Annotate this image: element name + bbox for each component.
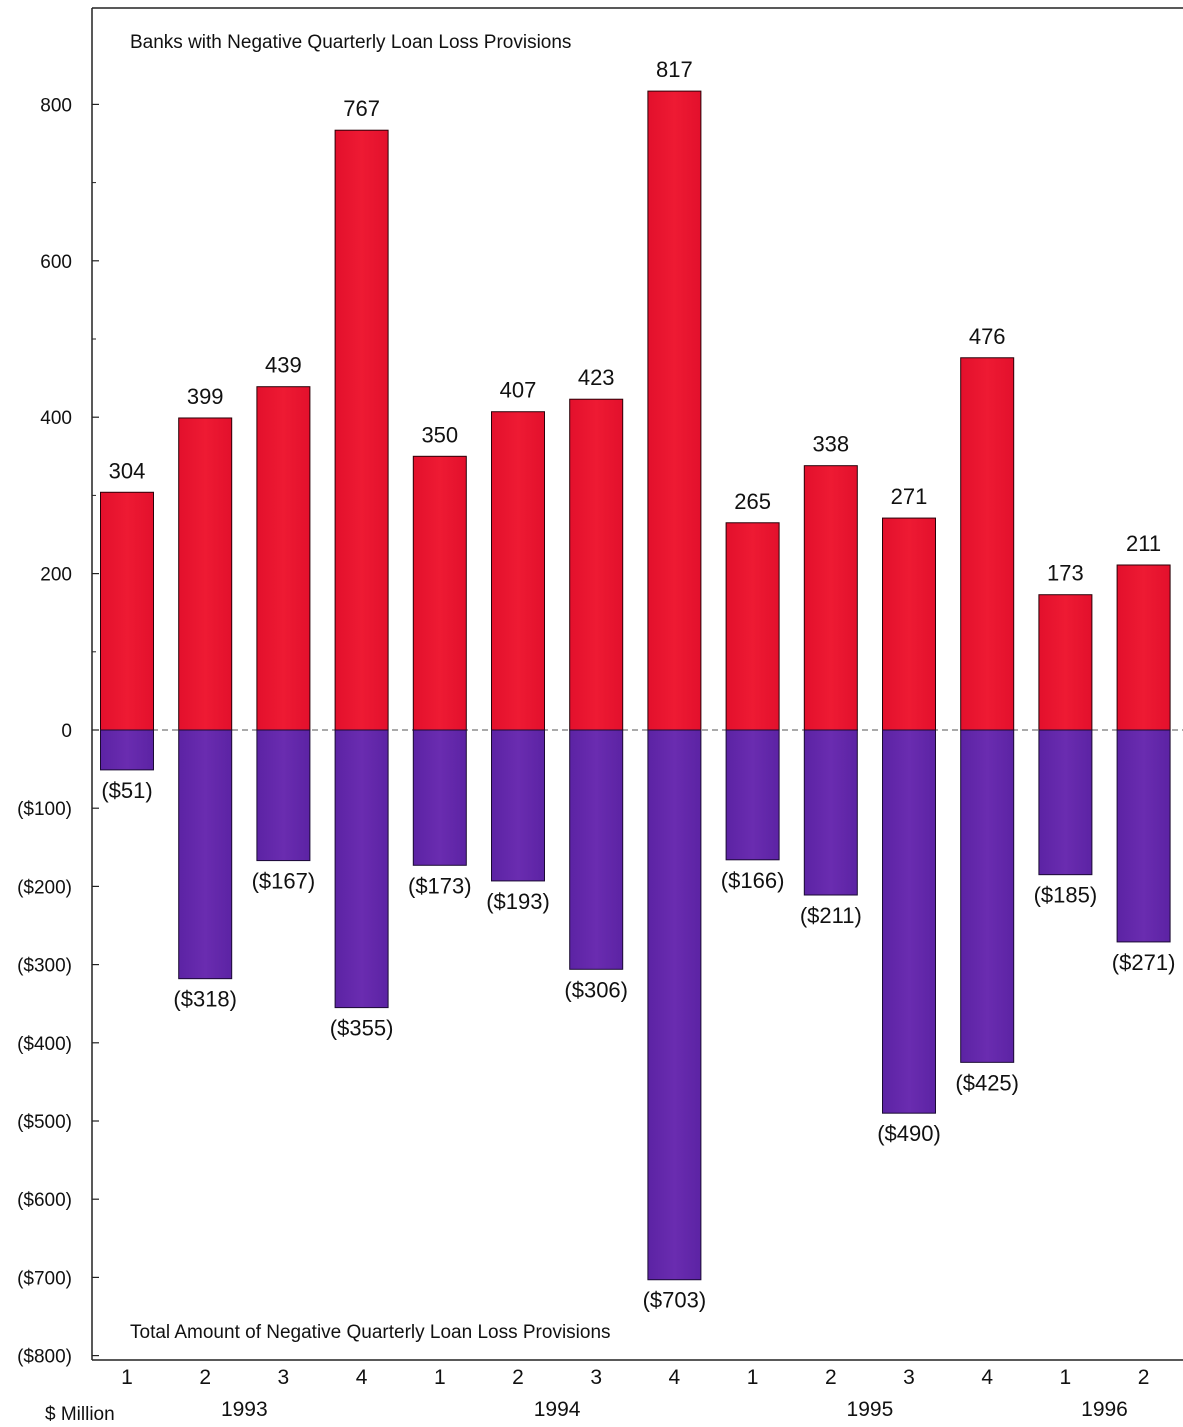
bar-banks	[100, 491, 154, 731]
x-tick-label: 3	[590, 1366, 602, 1389]
data-label-banks: 350	[421, 422, 458, 447]
data-label-banks: 173	[1047, 561, 1084, 586]
x-tick-label: 2	[1138, 1366, 1150, 1389]
bar-amount	[256, 729, 311, 862]
bar-banks	[1116, 564, 1171, 731]
data-label-amount: ($185)	[1034, 883, 1098, 908]
y-tick-label: ($500)	[17, 1112, 72, 1133]
data-label-amount: ($173)	[408, 873, 472, 898]
data-label-amount: ($703)	[643, 1288, 707, 1313]
bar-amount	[647, 729, 702, 1281]
y-tick-label: 0	[61, 721, 72, 742]
bottom-annotation: Total Amount of Negative Quarterly Loan …	[130, 1322, 611, 1343]
y-tick-label: ($100)	[17, 799, 72, 820]
y-tick-label: ($200)	[17, 877, 72, 898]
bar-banks	[334, 129, 389, 731]
data-label-amount: ($306)	[564, 977, 628, 1002]
data-label-amount: ($271)	[1112, 950, 1176, 975]
data-label-banks: 407	[500, 378, 537, 403]
data-label-amount: ($211)	[800, 903, 862, 928]
y-tick-label: 600	[40, 252, 72, 273]
bar-amount	[100, 729, 154, 771]
bar-amount	[882, 729, 936, 1114]
year-label: 1996	[1081, 1398, 1128, 1421]
x-tick-label: 2	[825, 1366, 837, 1389]
data-label-amount: ($318)	[173, 987, 237, 1012]
data-label-banks: 265	[734, 489, 771, 514]
bar-amount	[334, 729, 389, 1009]
year-label: 1993	[221, 1398, 268, 1421]
bar-amount	[725, 729, 780, 861]
x-tick-label: 2	[512, 1366, 524, 1389]
y-tick-label: 800	[40, 95, 72, 116]
y-tick-label: ($300)	[17, 956, 72, 977]
data-label-amount: ($51)	[101, 778, 152, 803]
data-label-amount: ($166)	[721, 868, 785, 893]
data-label-banks: 338	[812, 432, 849, 457]
bar-amount	[178, 729, 233, 980]
data-label-banks: 423	[578, 365, 615, 390]
bar-amount	[803, 729, 858, 896]
bar-amount	[960, 729, 1015, 1063]
data-label-banks: 817	[656, 57, 693, 82]
bar-banks	[647, 90, 702, 731]
x-tick-label: 1	[434, 1366, 446, 1389]
bar-banks	[960, 357, 1015, 731]
bar-banks	[491, 411, 545, 731]
bar-amount	[412, 729, 467, 866]
y-tick-label: 400	[40, 408, 72, 429]
year-label: 1994	[534, 1398, 581, 1421]
bar-banks	[803, 465, 858, 731]
bar-banks	[569, 398, 624, 731]
data-label-amount: ($167)	[252, 869, 316, 894]
x-tick-label: 4	[669, 1366, 681, 1389]
x-tick-label: 1	[747, 1366, 759, 1389]
data-label-banks: 211	[1126, 531, 1161, 556]
bars	[100, 90, 1171, 1281]
y-tick-label: ($600)	[17, 1190, 72, 1211]
data-label-amount: ($425)	[955, 1070, 1019, 1095]
bar-amount	[569, 729, 624, 970]
bar-banks	[412, 455, 467, 731]
bar-banks	[256, 386, 311, 731]
data-label-banks: 271	[891, 484, 928, 509]
bar-amount	[1116, 729, 1171, 943]
data-label-amount: ($355)	[330, 1016, 394, 1041]
top-annotation: Banks with Negative Quarterly Loan Loss …	[130, 32, 571, 53]
y-tick-label: ($400)	[17, 1034, 72, 1055]
y-tick-label: 200	[40, 565, 72, 586]
data-label-amount: ($193)	[486, 889, 550, 914]
bar-amount	[1038, 729, 1093, 876]
x-tick-label: 2	[199, 1366, 211, 1389]
bar-banks	[725, 522, 780, 731]
bar-amount	[491, 729, 545, 882]
x-tick-label: 3	[278, 1366, 290, 1389]
data-label-amount: ($490)	[877, 1121, 941, 1146]
data-label-banks: 476	[969, 324, 1006, 349]
data-label-banks: 439	[265, 353, 302, 378]
bar-banks	[882, 517, 936, 731]
units-label: $ Million	[45, 1404, 115, 1425]
y-tick-label: ($700)	[17, 1268, 72, 1289]
x-tick-label: 4	[981, 1366, 993, 1389]
data-label-banks: 304	[109, 458, 146, 483]
x-tick-label: 3	[903, 1366, 915, 1389]
year-label: 1995	[847, 1398, 894, 1421]
bar-banks	[178, 417, 233, 731]
x-tick-label: 1	[121, 1366, 133, 1389]
x-tick-label: 1	[1060, 1366, 1072, 1389]
data-label-banks: 399	[187, 384, 224, 409]
axes: 800 600 400 200 0 ($100) ($200) ($300) ($400) ($5…	[17, 7, 1183, 1421]
value-labels: 304 ($51) 399 ($318) 439 ($167) 767 ($355) 350 ($…	[101, 57, 1175, 1313]
data-label-banks: 767	[343, 96, 380, 121]
bar-banks	[1038, 594, 1093, 731]
x-tick-label: 4	[356, 1366, 368, 1389]
y-tick-label: ($800)	[17, 1347, 72, 1368]
